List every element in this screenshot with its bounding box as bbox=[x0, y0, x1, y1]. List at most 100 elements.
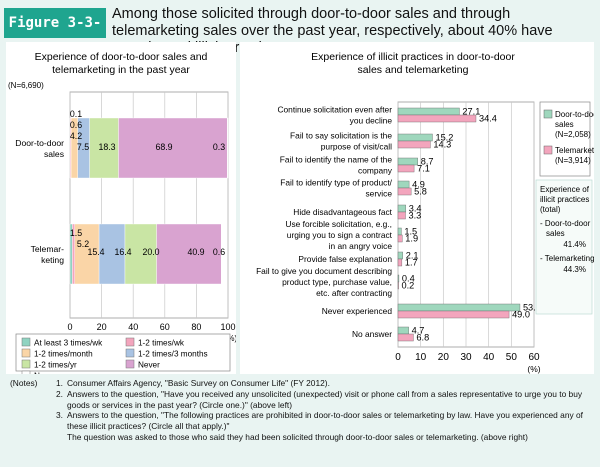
left-chart: Experience of door-to-door sales and tel… bbox=[8, 51, 238, 381]
left-legend-box bbox=[15, 333, 231, 372]
right-bar bbox=[397, 140, 431, 149]
note-text: Answers to the question, "Have you recei… bbox=[67, 388, 583, 410]
right-data-label: 4.7 bbox=[412, 326, 425, 336]
note-number: 1. bbox=[56, 378, 63, 388]
right-bar bbox=[397, 274, 400, 283]
left-bar-segment bbox=[227, 117, 229, 179]
right-legend-label: Door-to-door bbox=[555, 110, 594, 119]
right-annotation-title: (total) bbox=[540, 205, 561, 214]
right-data-label: 6.8 bbox=[416, 333, 429, 343]
right-legend-label: sales bbox=[555, 120, 574, 129]
right-bar bbox=[397, 310, 510, 319]
right-annotation-title: Experience of bbox=[540, 185, 590, 194]
note-row: (Notes) 1. Consumer Affairs Agency, "Bas… bbox=[10, 378, 594, 389]
right-bar bbox=[397, 251, 403, 260]
notes: (Notes) 1. Consumer Affairs Agency, "Bas… bbox=[10, 378, 594, 443]
left-tick-label: 40 bbox=[128, 322, 138, 332]
right-data-label: 15.2 bbox=[435, 133, 453, 143]
left-legend-swatch bbox=[125, 337, 135, 347]
left-tick-label: 20 bbox=[97, 322, 107, 332]
left-data-label: 16.4 bbox=[114, 247, 131, 257]
left-legend-swatch bbox=[125, 359, 135, 369]
right-category-label: in an angry voice bbox=[329, 241, 393, 251]
left-sample-note: (N=6,690) bbox=[8, 81, 44, 90]
right-bar bbox=[397, 211, 406, 220]
right-annotation-title: illicit practices bbox=[540, 195, 589, 204]
right-annotation-tele-label: - Telemarketing bbox=[540, 254, 594, 263]
left-legend-label: At least 3 times/wk bbox=[34, 339, 103, 348]
right-category-label: service bbox=[365, 189, 392, 199]
left-legend-swatch bbox=[21, 359, 31, 369]
right-data-label: 2.1 bbox=[406, 251, 419, 261]
left-data-label: 0.6 bbox=[213, 247, 225, 257]
right-category-label: No answer bbox=[352, 329, 392, 339]
right-data-label: 0.4 bbox=[402, 274, 415, 284]
left-data-label: 0.6 bbox=[70, 120, 82, 130]
right-bar bbox=[397, 227, 402, 236]
note-row: The question was asked to those who said… bbox=[10, 432, 594, 443]
left-data-label: 5.2 bbox=[77, 239, 89, 249]
right-data-label: 1.9 bbox=[405, 234, 418, 244]
right-data-label: 0.2 bbox=[401, 281, 414, 291]
left-bar-segment bbox=[118, 117, 228, 179]
left-data-label: 15.4 bbox=[87, 247, 104, 257]
right-tick-label: 30 bbox=[460, 352, 472, 363]
right-data-label: 53.8 bbox=[523, 303, 541, 313]
left-legend-label: No answer bbox=[34, 372, 73, 375]
right-category-label: Fail to identify the name of the bbox=[280, 155, 393, 165]
figure-label: Figure 3-3-13 bbox=[4, 8, 106, 61]
left-legend-label: 1-2 times/wk bbox=[138, 339, 185, 348]
left-legend: At least 3 times/wk 1-2 times/wk 1-2 times… bbox=[15, 333, 231, 381]
left-bar-segment bbox=[221, 223, 223, 285]
right-bars: 27.134.4 15.214.3 8.77.1 4.95.8 3.43.3 1.51.9… bbox=[397, 107, 541, 343]
right-bar bbox=[397, 258, 403, 267]
right-axis-unit: (%) bbox=[527, 364, 540, 374]
note-number: 2. bbox=[56, 388, 63, 399]
left-axis-unit: (%) bbox=[225, 334, 236, 343]
left-bars: 0.10.64.27.5 18.3 68.9 0.31.55.215.4 16.4 20.… bbox=[69, 109, 229, 285]
note-text-extra: The question was asked to those who said… bbox=[67, 431, 528, 442]
left-legend-label: 1-2 times/month bbox=[34, 350, 93, 359]
left-bar-segment bbox=[74, 223, 100, 285]
left-chart-panel: Experience of door-to-door sales and tel… bbox=[6, 42, 238, 381]
right-data-label: 5.8 bbox=[414, 187, 427, 197]
right-category-label: etc. after contracting bbox=[316, 288, 392, 298]
left-legend-swatch bbox=[21, 337, 31, 347]
right-category-label: purpose of visit/call bbox=[321, 142, 392, 152]
right-data-label: 3.4 bbox=[409, 204, 422, 214]
right-data-label: 4.9 bbox=[412, 180, 425, 190]
left-data-label: 40.9 bbox=[187, 247, 204, 257]
left-chart-title-line-2: telemarketing in the past year bbox=[52, 64, 190, 76]
right-data-label: 3.3 bbox=[408, 211, 421, 221]
right-legend-n: (N=2,058) bbox=[555, 130, 591, 139]
left-chart-title-line-1: Experience of door-to-door sales and bbox=[35, 51, 208, 63]
right-annotation-door-label: sales bbox=[546, 229, 565, 238]
left-tick-label: 60 bbox=[160, 322, 170, 332]
right-bar bbox=[397, 326, 409, 335]
right-bar bbox=[397, 164, 415, 173]
right-category-label: company bbox=[358, 166, 393, 176]
right-data-label: 7.1 bbox=[417, 164, 430, 174]
right-tick-label: 0 bbox=[395, 352, 401, 363]
right-chart-title-line-1: Experience of illicit practices in door-… bbox=[311, 51, 515, 63]
left-bar-segment bbox=[156, 223, 222, 285]
right-bar bbox=[397, 133, 433, 142]
right-legend-swatch bbox=[543, 145, 553, 155]
right-data-label: 8.7 bbox=[421, 157, 434, 167]
right-category-label: product type, purchase value, bbox=[282, 277, 392, 287]
right-tick-label: 10 bbox=[415, 352, 427, 363]
left-data-label: 0.1 bbox=[70, 109, 82, 119]
right-bar bbox=[397, 234, 403, 243]
right-data-label: 34.4 bbox=[479, 114, 497, 124]
left-legend-swatch bbox=[21, 370, 31, 380]
right-data-label: 14.3 bbox=[433, 140, 451, 150]
left-category-label: keting bbox=[41, 255, 64, 265]
right-legend: Door-to-doorsales(N=2,058)Telemarketing(… bbox=[535, 101, 600, 315]
right-bar bbox=[397, 114, 477, 123]
right-chart-title-line-2: sales and telemarketing bbox=[358, 64, 469, 76]
left-data-label: 68.9 bbox=[155, 142, 172, 152]
left-data-label: 1.5 bbox=[70, 228, 82, 238]
right-bar bbox=[397, 107, 460, 116]
left-data-label: 0.3 bbox=[213, 142, 225, 152]
